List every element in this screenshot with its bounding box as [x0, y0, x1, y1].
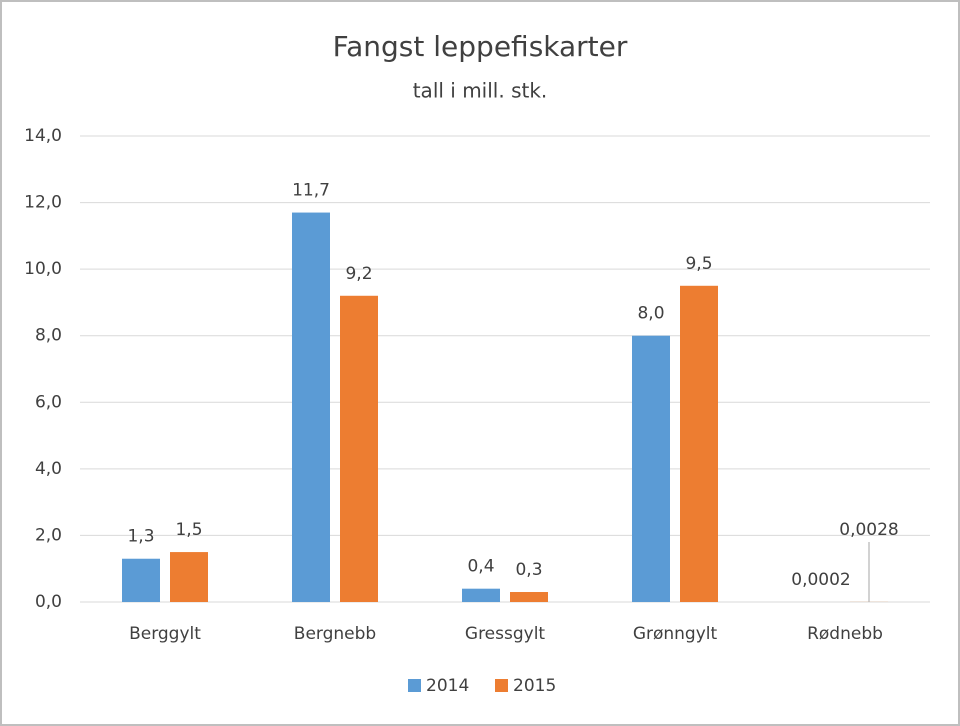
y-tick-label: 4,0	[35, 459, 62, 479]
legend-swatch	[408, 679, 421, 692]
y-tick-label: 8,0	[35, 326, 62, 346]
chart-subtitle: tall i mill. stk.	[413, 79, 548, 103]
value-label: 9,2	[345, 264, 372, 284]
x-tick-label: Berggylt	[129, 624, 201, 644]
value-label: 1,5	[175, 520, 202, 540]
value-label: 0,0028	[839, 520, 898, 540]
legend-label: 2015	[513, 676, 556, 696]
bar	[680, 285, 718, 602]
y-tick-label: 6,0	[35, 392, 62, 412]
y-tick-label: 12,0	[24, 193, 62, 213]
bar	[510, 592, 548, 602]
value-label: 0,4	[467, 557, 494, 577]
bar	[122, 558, 160, 602]
legend-label: 2014	[426, 676, 469, 696]
x-tick-label: Grønngylt	[633, 624, 718, 644]
legend-swatch	[495, 679, 508, 692]
y-tick-label: 10,0	[24, 259, 62, 279]
y-tick-label: 0,0	[35, 592, 62, 612]
value-label: 0,0002	[791, 570, 850, 590]
bar	[170, 552, 208, 602]
bar	[632, 335, 670, 602]
value-label: 1,3	[127, 527, 154, 547]
x-tick-label: Rødnebb	[807, 624, 883, 644]
value-label: 11,7	[292, 181, 330, 201]
bar	[340, 295, 378, 602]
bar	[292, 212, 330, 603]
value-label: 0,3	[515, 560, 542, 580]
chart-title: Fangst leppefiskarter	[333, 30, 628, 63]
value-label: 8,0	[637, 304, 664, 324]
x-tick-label: Gressgylt	[465, 624, 546, 644]
x-tick-label: Bergnebb	[294, 624, 376, 644]
y-tick-label: 14,0	[24, 126, 62, 146]
value-label: 9,5	[685, 254, 712, 274]
bar	[462, 588, 500, 602]
y-tick-label: 2,0	[35, 525, 62, 545]
